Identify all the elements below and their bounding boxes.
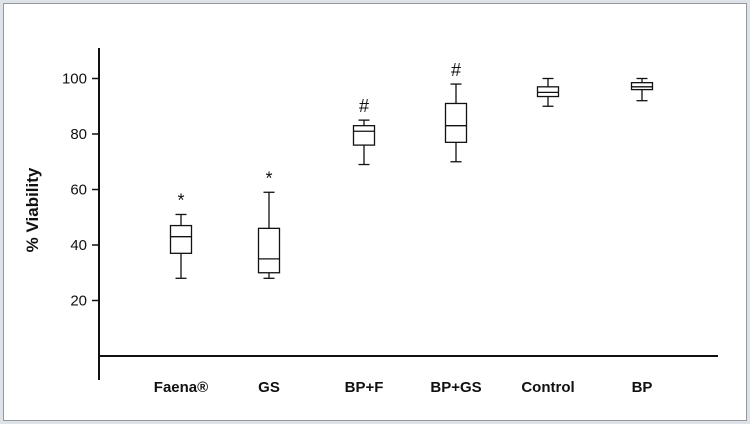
y-tick-label-100: 100 <box>62 71 87 88</box>
x-tick-label-control: Control <box>521 379 574 396</box>
x-tick-label-bp-f: BP+F <box>345 379 384 396</box>
chart-frame <box>3 3 747 421</box>
significance-marker-bp-gs: # <box>451 60 461 80</box>
box-bp <box>630 82 654 91</box>
y-tick-label-20: 20 <box>70 293 87 310</box>
box-bp-gs <box>444 102 468 143</box>
x-tick-label-bp-gs: BP+GS <box>430 379 481 396</box>
y-tick-label-60: 60 <box>70 182 87 199</box>
significance-marker-gs: * <box>265 168 272 188</box>
box-faena <box>169 224 193 254</box>
box-control <box>536 86 560 98</box>
significance-marker-bp-f: # <box>359 96 369 116</box>
box-gs <box>257 227 281 274</box>
box-bp-f <box>352 125 376 146</box>
y-axis-title: % Viability <box>23 167 42 252</box>
y-tick-label-80: 80 <box>70 126 87 143</box>
x-tick-label-gs: GS <box>258 379 280 396</box>
x-tick-label-faena: Faena® <box>154 379 208 396</box>
significance-marker-faena: * <box>177 190 184 210</box>
x-tick-label-bp: BP <box>632 379 653 396</box>
y-tick-label-40: 40 <box>70 237 87 254</box>
